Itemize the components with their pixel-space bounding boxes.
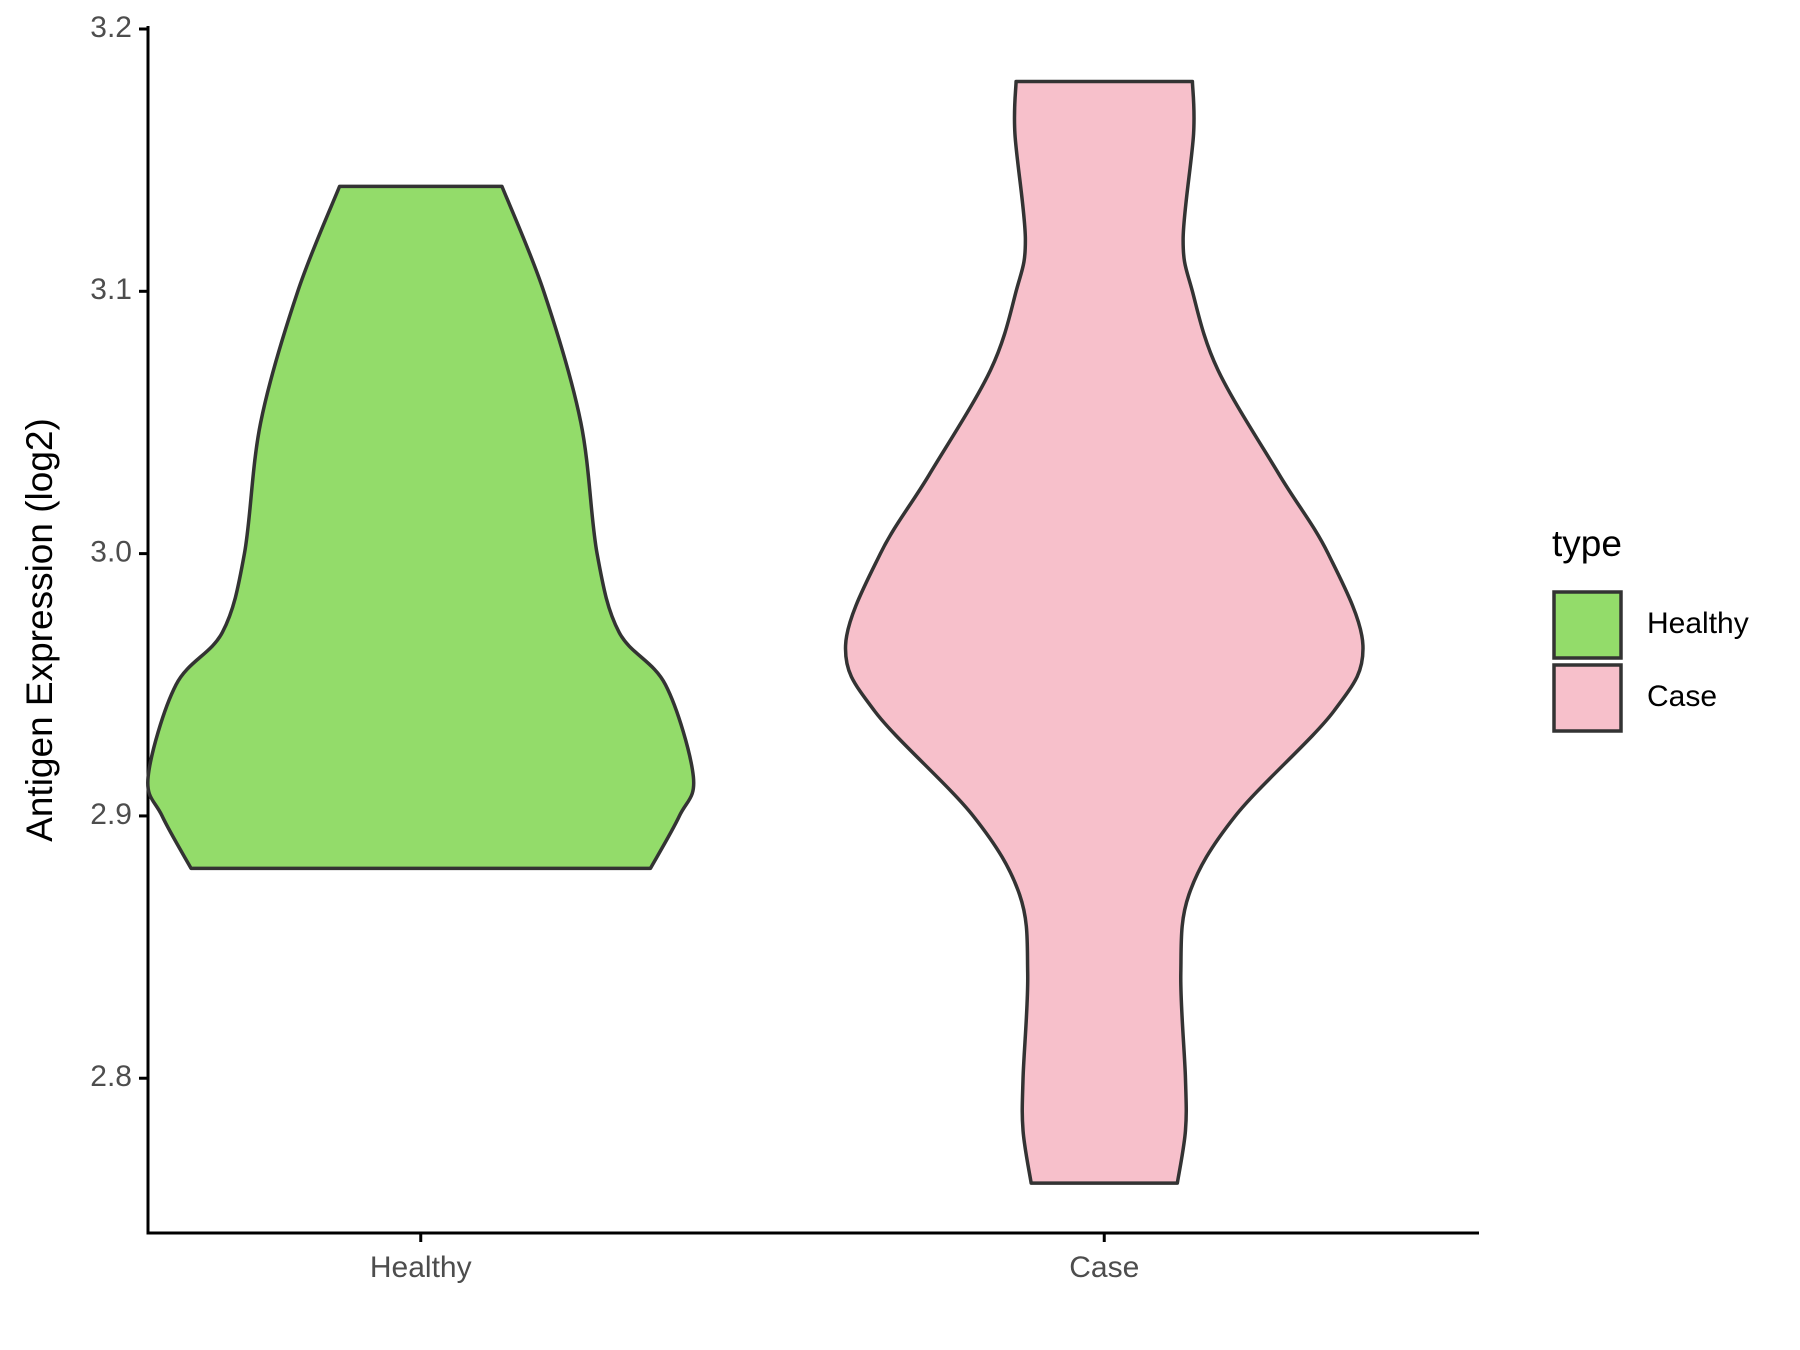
y-tick-label: 2.8	[90, 1060, 132, 1093]
y-tick-label: 3.2	[90, 11, 132, 44]
y-axis-label: Antigen Expression (log2)	[19, 418, 60, 842]
y-tick-label: 2.9	[90, 798, 132, 831]
violin	[146, 184, 696, 871]
legend-label: Case	[1647, 680, 1717, 713]
legend-title: type	[1552, 523, 1622, 564]
x-tick-label: Healthy	[370, 1251, 472, 1284]
y-tick-label: 3.1	[90, 273, 132, 306]
violin	[843, 79, 1365, 1185]
legend-key	[1552, 663, 1623, 733]
x-tick-label: Case	[1069, 1251, 1139, 1284]
y-tick-label: 3.0	[90, 536, 132, 569]
legend-label: Healthy	[1647, 607, 1749, 640]
legend-key	[1552, 590, 1623, 660]
